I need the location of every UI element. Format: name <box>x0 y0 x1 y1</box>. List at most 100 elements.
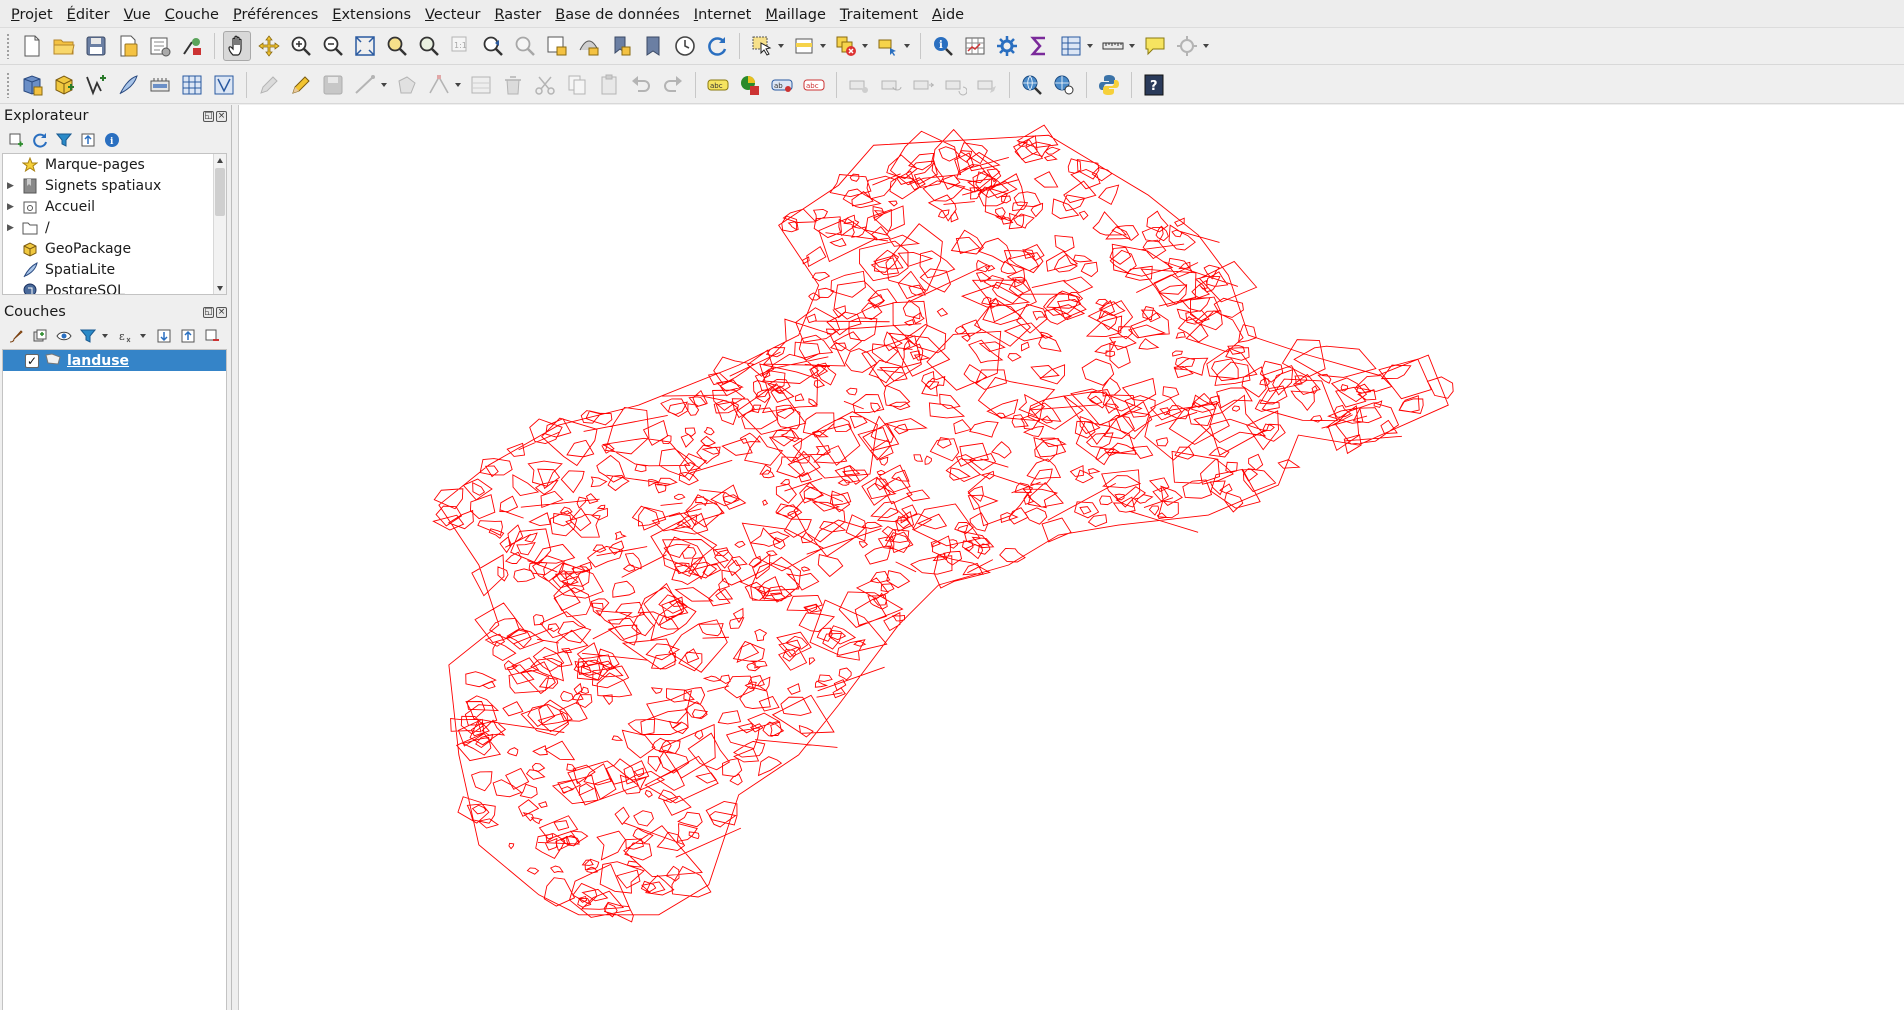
refresh-button[interactable] <box>703 31 731 61</box>
menu-maillage[interactable]: Maillage <box>765 6 826 23</box>
explorer-item-accueil[interactable]: ▶ Accueil <box>3 196 226 217</box>
menu-aide[interactable]: Aide <box>932 6 965 23</box>
new-map-view-button[interactable] <box>543 31 571 61</box>
menu-preferences[interactable]: Préférences <box>232 6 319 23</box>
zoom-full-button[interactable] <box>351 31 379 61</box>
scroll-thumb[interactable] <box>215 168 225 216</box>
layer-row-landuse[interactable]: landuse <box>3 350 226 371</box>
attribute-table-button[interactable] <box>961 31 989 61</box>
menu-vue[interactable]: Vue <box>123 6 151 23</box>
map-canvas[interactable] <box>238 105 1904 1010</box>
new-temporary-layer-button[interactable] <box>146 70 174 100</box>
refresh-explorer-button[interactable] <box>30 130 50 150</box>
open-layer-styling-button[interactable] <box>6 326 26 346</box>
data-source-manager-button[interactable] <box>18 70 46 100</box>
select-location-button[interactable] <box>874 31 902 61</box>
new-virtual-layer-button[interactable] <box>178 70 206 100</box>
expand-arrow-icon[interactable]: ▶ <box>7 180 14 191</box>
redo-button[interactable] <box>659 70 687 100</box>
deselect-dropdown[interactable] <box>860 31 869 61</box>
save-layer-edits-button[interactable] <box>319 70 347 100</box>
new-spatialite-layer-button[interactable] <box>114 70 142 100</box>
manage-map-themes-button[interactable] <box>54 326 74 346</box>
zoom-to-layer-button[interactable] <box>415 31 443 61</box>
style-manager-button[interactable] <box>178 31 206 61</box>
field-calculator-dropdown[interactable] <box>1085 31 1094 61</box>
explorer-item-geopackage[interactable]: GeoPackage <box>3 238 226 259</box>
new-project-button[interactable] <box>18 31 46 61</box>
layer-visibility-checkbox[interactable] <box>25 353 39 368</box>
statistics-button[interactable] <box>1025 31 1053 61</box>
scroll-down-arrow-icon[interactable] <box>214 282 226 294</box>
temporal-controller-button[interactable] <box>671 31 699 61</box>
save-project-button[interactable] <box>82 31 110 61</box>
menu-base-de-donnees[interactable]: Base de données <box>555 6 680 23</box>
python-console-button[interactable] <box>1095 70 1123 100</box>
zoom-next-button[interactable] <box>511 31 539 61</box>
explorer-item-postgresql[interactable]: PostgreSQL <box>3 280 226 294</box>
print-layout-button[interactable] <box>146 31 174 61</box>
select-by-value-button[interactable] <box>790 31 818 61</box>
vertex-tool-dropdown[interactable] <box>453 70 462 100</box>
show-hide-labels-button[interactable] <box>877 70 905 100</box>
expand-all-button[interactable] <box>154 326 174 346</box>
menu-vecteur[interactable]: Vecteur <box>425 6 481 23</box>
select-features-button[interactable] <box>748 31 776 61</box>
close-panel-icon[interactable]: × <box>216 306 227 318</box>
close-panel-icon[interactable]: × <box>216 110 227 122</box>
select-features-dropdown[interactable] <box>776 31 785 61</box>
filter-legend-dropdown[interactable] <box>100 326 109 346</box>
help-button[interactable]: ? <box>1140 70 1168 100</box>
expression-dropdown[interactable] <box>138 326 147 346</box>
menu-raster[interactable]: Raster <box>494 6 542 23</box>
explorer-item-root[interactable]: ▶ / <box>3 217 226 238</box>
expand-arrow-icon[interactable]: ▶ <box>7 201 14 212</box>
float-panel-icon[interactable]: ◱ <box>203 306 214 318</box>
expand-arrow-icon[interactable]: ▶ <box>7 222 14 233</box>
modify-attributes-button[interactable] <box>467 70 495 100</box>
menu-internet[interactable]: Internet <box>693 6 752 23</box>
change-label-button[interactable] <box>973 70 1001 100</box>
save-as-button[interactable] <box>114 31 142 61</box>
map-tips-button[interactable] <box>1141 31 1169 61</box>
select-by-value-dropdown[interactable] <box>818 31 827 61</box>
enable-properties-button[interactable]: i <box>102 130 122 150</box>
new-shapefile-layer-button[interactable] <box>82 70 110 100</box>
remove-layer-button[interactable] <box>202 326 222 346</box>
layer-diagram-button[interactable] <box>736 70 764 100</box>
add-selected-layers-button[interactable] <box>6 130 26 150</box>
select-location-dropdown[interactable] <box>902 31 911 61</box>
processing-toolbox-button[interactable] <box>993 31 1021 61</box>
menu-editer[interactable]: Éditer <box>66 6 110 23</box>
toggle-editing-button[interactable] <box>287 70 315 100</box>
paste-features-button[interactable] <box>595 70 623 100</box>
open-project-button[interactable] <box>50 31 78 61</box>
menu-projet[interactable]: Projet <box>11 6 53 23</box>
new-mesh-layer-button[interactable] <box>210 70 238 100</box>
current-edits-button[interactable] <box>255 70 283 100</box>
move-label-button[interactable] <box>909 70 937 100</box>
new-geopackage-layer-button[interactable] <box>50 70 78 100</box>
filter-browser-button[interactable] <box>54 130 74 150</box>
pan-map-button[interactable] <box>223 31 251 61</box>
add-group-button[interactable] <box>30 326 50 346</box>
menu-extensions[interactable]: Extensions <box>332 6 412 23</box>
zoom-out-button[interactable] <box>319 31 347 61</box>
show-spatial-bookmarks-button[interactable] <box>639 31 667 61</box>
pin-unpin-labels-button[interactable] <box>845 70 873 100</box>
measure-button[interactable] <box>1099 31 1127 61</box>
identify-features-button[interactable]: i <box>929 31 957 61</box>
zoom-in-button[interactable] <box>287 31 315 61</box>
layer-labeling-button[interactable]: abc <box>704 70 732 100</box>
new-3d-view-button[interactable] <box>575 31 603 61</box>
explorer-item-signets-spatiaux[interactable]: ▶ Signets spatiaux <box>3 175 226 196</box>
menu-traitement[interactable]: Traitement <box>839 6 919 23</box>
deselect-all-button[interactable] <box>832 31 860 61</box>
copy-features-button[interactable] <box>563 70 591 100</box>
collapse-all-button[interactable] <box>78 130 98 150</box>
toolbar-handle[interactable] <box>6 33 10 59</box>
add-feature-button[interactable] <box>393 70 421 100</box>
collapse-all-layers-button[interactable] <box>178 326 198 346</box>
metasearch-button[interactable] <box>1018 70 1046 100</box>
zoom-last-button[interactable] <box>479 31 507 61</box>
